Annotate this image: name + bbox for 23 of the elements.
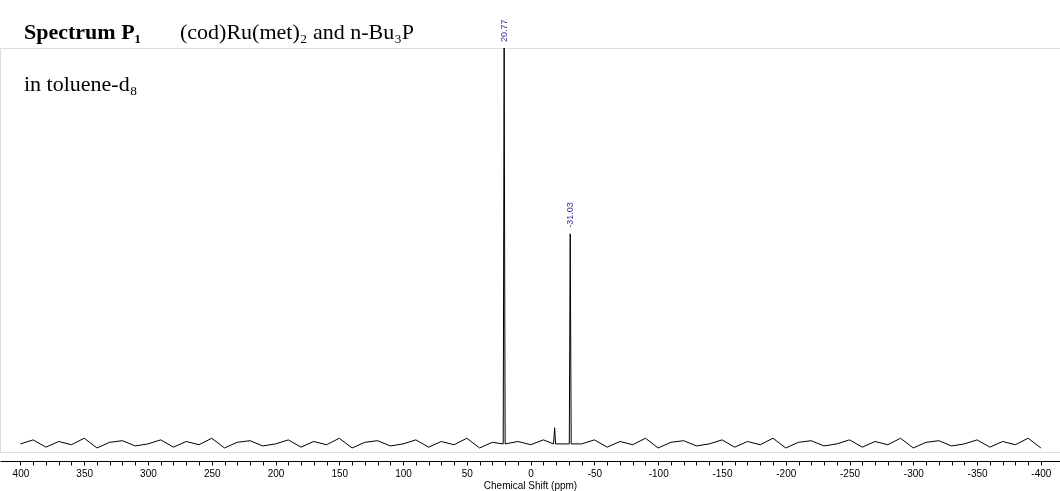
x-tick-label: -350 [967,467,989,479]
annotation: 20.77 [499,19,510,42]
x-tick-label: -150 [712,467,733,479]
x-tick-label: -250 [840,467,861,479]
x-tick-label: 100 [395,467,413,479]
chart-subtitle: (cod)Ru(met)₂ and n-Bu₃P [180,19,415,44]
x-tick-label: 150 [331,467,349,479]
x-tick-label: -200 [776,467,797,479]
x-tick-label: 200 [267,467,285,479]
x-tick-label: 300 [140,467,158,479]
x-tick-label: -100 [648,467,670,479]
annotation: -31.03 [565,202,576,228]
x-tick-label: -300 [903,467,925,479]
x-tick-label: 400 [12,467,30,479]
annotation: in toluene-d₈ [24,71,138,96]
x-tick-label: 50 [461,467,474,479]
x-tick-label: 0 [528,467,535,479]
x-tick-label: 350 [76,467,94,479]
x-axis-title: Chemical Shift (ppm) [483,479,578,491]
x-tick-label: -400 [1031,467,1052,479]
x-tick-label: -50 [587,467,603,479]
x-tick-label: 250 [203,467,222,479]
chart-title: Spectrum P₁ [24,19,142,44]
